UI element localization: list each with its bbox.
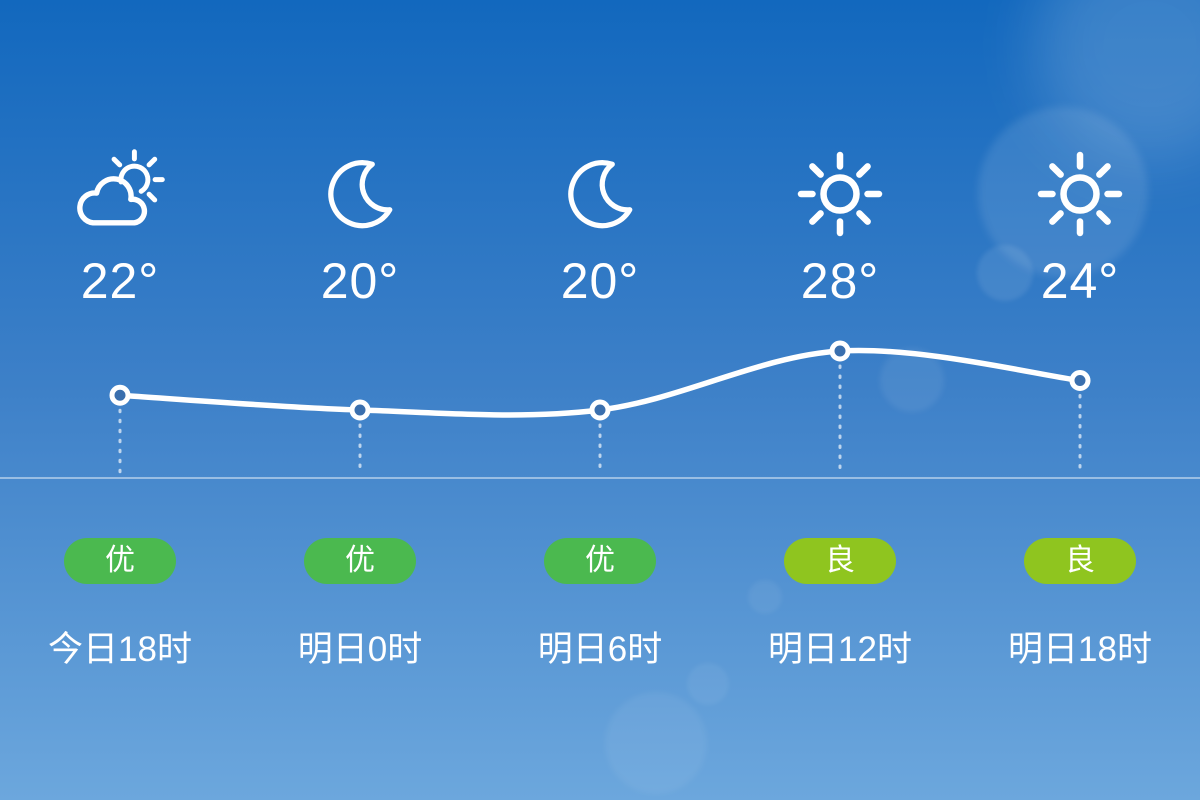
moon-icon [328,160,393,229]
time-label: 明日18时 [1008,630,1152,669]
time-label: 今日18时 [48,630,192,669]
aqi-badge: 良 [1024,538,1136,584]
temperature-label: 28° [800,253,880,309]
forecast-column-tomorrow-18[interactable]: 24° 良 明日18时 [960,0,1200,800]
moon-icon [568,160,633,229]
weather-icon-wrap [720,138,960,250]
aqi-badge: 良 [784,538,896,584]
bokeh-light [977,245,1033,301]
aqi-badge: 优 [544,538,656,584]
forecast-column-today-18[interactable]: 22° 优 今日18时 [0,0,240,800]
time-label: 明日12时 [768,630,912,669]
weather-icon-wrap [240,138,480,250]
bokeh-light [605,692,707,794]
time-label: 明日6时 [537,630,663,669]
sun-icon [797,151,883,237]
forecast-column-tomorrow-0[interactable]: 20° 优 明日0时 [240,0,480,800]
weather-icon-wrap [0,138,240,250]
temperature-label: 24° [1040,253,1120,309]
temperature-label: 20° [560,253,640,309]
chart-baseline-divider [0,477,1200,479]
sun-icon [1037,151,1123,237]
forecast-column-tomorrow-12[interactable]: 28° 良 明日12时 [720,0,960,800]
weather-icon-wrap [480,138,720,250]
weather-icon-wrap [960,138,1200,250]
aqi-badge: 优 [304,538,416,584]
time-label: 明日0时 [297,630,423,669]
temperature-label: 20° [320,253,400,309]
bokeh-light [748,580,782,614]
aqi-badge: 优 [64,538,176,584]
forecast-column-tomorrow-6[interactable]: 20° 优 明日6时 [480,0,720,800]
bokeh-light [687,663,729,705]
temperature-label: 22° [80,253,160,309]
partly-cloudy-icon [77,149,165,226]
